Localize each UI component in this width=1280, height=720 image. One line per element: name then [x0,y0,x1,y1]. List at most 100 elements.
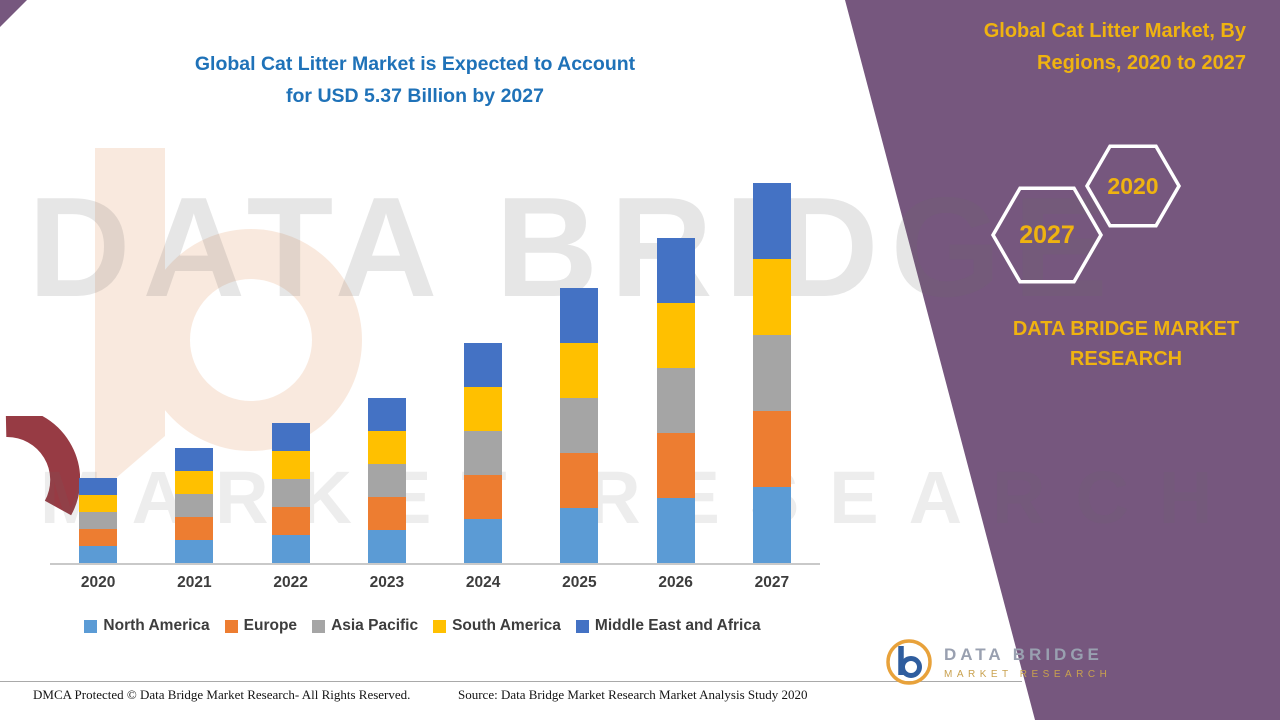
bar-segment [752,335,791,411]
footer-divider [0,681,1022,682]
legend-swatch [312,619,326,633]
bar-segment [79,478,118,495]
bar-segment [656,368,695,433]
bar-group-2025 [531,288,627,563]
legend-swatch [575,619,589,633]
bar-segment [367,398,406,431]
bar-group-2023 [339,398,435,563]
bar-segment [752,487,791,563]
bar-segment [656,303,695,368]
legend-item: Asia Pacific [312,617,418,635]
panel-title: Global Cat Litter Market, By Regions, 20… [916,15,1246,80]
hexagon-badges: 2027 2020 [990,144,1182,284]
brand-text-line1: DATA BRIDGE MARKET [1012,318,1240,340]
bar-segment [464,343,503,387]
brand-text: DATA BRIDGE MARKET RESEARCH [1000,314,1252,374]
bar-segment [175,448,214,471]
watermark-logo-icon [95,148,362,496]
bar-segment [79,495,118,512]
hexagon-2020-label: 2020 [1107,173,1158,199]
x-axis-label: 2026 [658,574,693,591]
bar-segment [175,471,214,494]
footer-dmca-text: DMCA Protected © Data Bridge Market Rese… [33,687,411,702]
bar-segment [271,423,310,451]
bar-segment [656,238,695,303]
legend-label: Middle East and Africa [594,617,761,634]
bar-segment [752,411,791,487]
bar-segment [560,398,599,453]
bar-group-2026 [628,238,724,563]
brand-text-line2: RESEARCH [1069,348,1183,370]
company-logo-name: DATA BRIDGE [944,644,1103,664]
company-logo: DATA BRIDGE MARKET RESEARCH [884,637,1111,687]
watermark-crescent-icon [5,416,80,516]
chart-plot-area [50,175,820,565]
bar-segment [79,512,118,529]
legend-item: Europe [224,617,298,635]
bar-segment [79,529,118,546]
x-axis-label: 2021 [177,574,212,591]
bar-segment [271,507,310,535]
bar-segment [367,464,406,497]
watermark-text-line2: MARKET RESEARCH [40,456,1243,539]
corner-triangle-decoration [0,0,27,27]
legend-item: North America [84,617,210,635]
footer-source-text: Source: Data Bridge Market Research Mark… [458,687,808,702]
bar-segment [752,259,791,335]
chart-legend: North America Europe Asia Pacific South Ame… [0,617,845,635]
bar-segment [271,535,310,563]
bar-group-2021 [146,448,242,563]
bar-segment [175,494,214,517]
x-axis-label: 2027 [754,574,790,591]
bar-segment [560,288,599,343]
bar-segment [271,479,310,507]
bar-segment [464,475,503,519]
chart-title-line2: for USD 5.37 Billion by 2027 [286,85,544,108]
bar-segment [271,451,310,479]
bar-segment [464,387,503,431]
bar-segment [464,431,503,475]
x-axis-label: 2024 [465,574,501,591]
company-logo-tagline: MARKET RESEARCH [944,668,1112,680]
bar-segment [560,343,599,398]
x-axis-label: 2022 [273,574,308,591]
legend-swatch [433,619,447,633]
legend-label: North America [103,617,210,634]
bar-segment [367,431,406,464]
bar-segment [560,453,599,508]
chart-title-line1: Global Cat Litter Market is Expected to … [194,53,636,75]
legend-label: South America [452,617,561,634]
panel-title-line1: Global Cat Litter Market, By [983,20,1246,42]
bar-segment [79,546,118,563]
bar-group-2024 [435,343,531,563]
legend-swatch [224,619,238,633]
bar-group-2022 [243,423,339,563]
x-axis-label: 2020 [80,574,116,591]
hexagon-2020 [1084,144,1182,228]
bar-segment [656,498,695,563]
legend-item: Middle East and Africa [575,617,761,635]
x-axis-label: 2023 [369,574,405,591]
bar-group-2020 [50,478,146,563]
chart-title: Global Cat Litter Market is Expected to … [115,48,715,112]
bar-segment [367,530,406,563]
x-axis-label: 2025 [562,574,597,591]
bar-segment [656,433,695,498]
company-logo-text: DATA BRIDGE MARKET RESEARCH [944,645,1111,680]
bar-segment [464,519,503,563]
stacked-bar-chart: 2020 2021 2022 2023 2024 2025 2026 2027 [50,175,820,592]
bar-segment [175,517,214,540]
bar-segment [752,183,791,259]
legend-swatch [84,619,98,633]
legend-label: Asia Pacific [331,617,419,634]
legend-item: South America [433,617,561,635]
bar-segment [560,508,599,563]
legend-label: Europe [243,617,298,634]
bar-segment [367,497,406,530]
bar-segment [175,540,214,563]
x-axis: 2020 2021 2022 2023 2024 2025 2026 2027 [50,574,820,592]
hexagon-2027-label: 2027 [1019,221,1075,249]
hexagon-2027 [990,186,1104,284]
panel-title-line2: Regions, 2020 to 2027 [1037,52,1246,75]
